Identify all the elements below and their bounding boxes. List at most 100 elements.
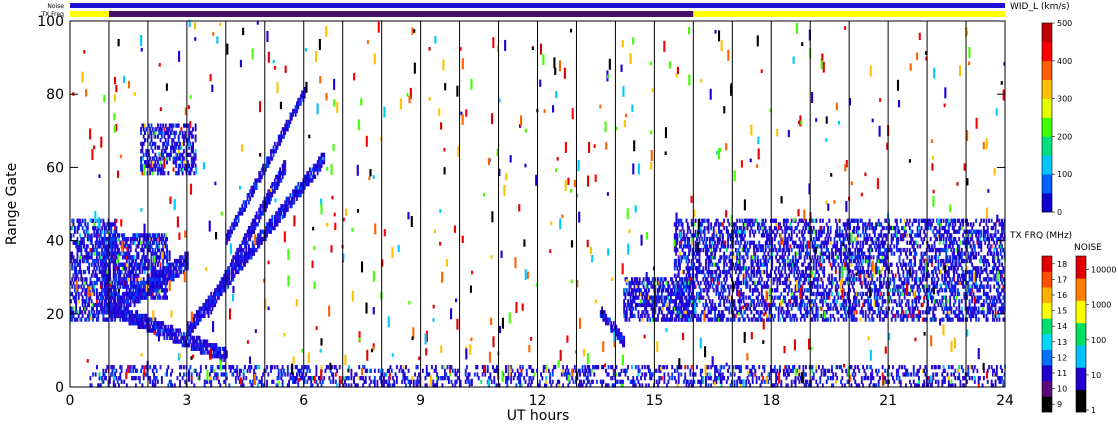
data-cell [110, 222, 113, 227]
data-cell [88, 317, 91, 322]
data-cell [664, 288, 667, 293]
data-cell [836, 244, 839, 249]
data-cell [694, 247, 697, 253]
data-cell [851, 255, 854, 260]
data-cell [810, 229, 813, 234]
data-cell [999, 310, 1002, 315]
data-cell [651, 306, 654, 311]
data-cell [764, 247, 767, 253]
data-cell [118, 236, 120, 242]
data-cell [766, 236, 768, 242]
data-cell [945, 251, 948, 256]
data-cell [192, 149, 194, 154]
data-cell [99, 306, 102, 311]
data-cell [929, 247, 932, 253]
data-cell [127, 269, 130, 275]
data-cell [812, 291, 815, 297]
data-cell [838, 266, 841, 271]
data-cell [940, 233, 942, 238]
data-cell [123, 284, 126, 289]
data-cell [679, 310, 681, 315]
data-cell [877, 233, 880, 238]
data-cell [680, 306, 683, 311]
data-cell [628, 280, 631, 286]
data-cell [129, 262, 132, 267]
data-cell [803, 229, 806, 234]
data-cell [906, 218, 909, 223]
data-cell [706, 280, 709, 286]
data-cell [930, 317, 933, 322]
data-cell [673, 247, 676, 253]
data-cell [112, 244, 115, 249]
data-cell [986, 291, 989, 297]
data-cell [845, 233, 848, 238]
data-cell [811, 317, 814, 322]
data-cell [768, 306, 771, 311]
data-cell [767, 233, 770, 238]
data-cell [81, 218, 84, 223]
data-cell [828, 277, 831, 282]
data-cell [114, 251, 117, 256]
data-cell [762, 222, 765, 227]
data-cell [720, 288, 723, 293]
data-cell [102, 218, 105, 223]
data-cell [738, 218, 741, 223]
data-cell [912, 269, 915, 275]
data-cell [705, 236, 707, 242]
data-cell [742, 295, 745, 300]
data-cell [973, 302, 976, 308]
data-cell [854, 291, 857, 297]
data-cell [166, 295, 168, 300]
data-cell [830, 277, 833, 282]
data-cell [646, 302, 649, 308]
data-cell [788, 251, 791, 256]
data-cell [907, 277, 910, 282]
data-cell [133, 295, 136, 300]
data-cell [92, 313, 94, 319]
data-cell [154, 251, 157, 256]
data-cell [159, 123, 162, 128]
data-cell [114, 233, 117, 238]
data-cell [794, 258, 797, 264]
data-cell [836, 288, 839, 293]
data-cell [786, 313, 789, 319]
data-cell [789, 222, 792, 227]
data-cell [749, 222, 752, 227]
data-cell [951, 288, 954, 293]
data-cell [743, 310, 746, 315]
data-cell [799, 310, 802, 315]
data-cell [820, 225, 823, 231]
data-cell [924, 291, 927, 297]
data-cell [680, 295, 683, 300]
data-cell [141, 258, 144, 264]
data-cell [967, 236, 970, 242]
data-cell [124, 240, 127, 245]
data-cell [194, 138, 197, 143]
data-cell [919, 280, 922, 286]
data-cell [164, 145, 167, 150]
data-cell [838, 218, 841, 223]
data-cell [953, 273, 955, 278]
data-cell [968, 244, 971, 249]
data-cell [702, 277, 705, 282]
data-cell [851, 284, 854, 289]
data-cell [903, 280, 906, 286]
data-cell [929, 295, 932, 300]
data-cell [982, 299, 985, 304]
data-cell [159, 160, 162, 165]
data-cell [923, 229, 926, 234]
data-cell [688, 247, 691, 253]
data-cell [823, 240, 826, 245]
data-cell [175, 152, 178, 158]
data-cell [949, 244, 952, 249]
data-cell [144, 233, 146, 238]
data-cell [807, 310, 810, 315]
data-cell [712, 251, 715, 256]
data-cell [843, 255, 846, 260]
data-cell [805, 222, 807, 227]
data-cell [118, 247, 120, 253]
data-cell [982, 255, 985, 260]
data-cell [838, 247, 841, 253]
data-cell [980, 218, 983, 223]
data-cell [917, 266, 920, 271]
